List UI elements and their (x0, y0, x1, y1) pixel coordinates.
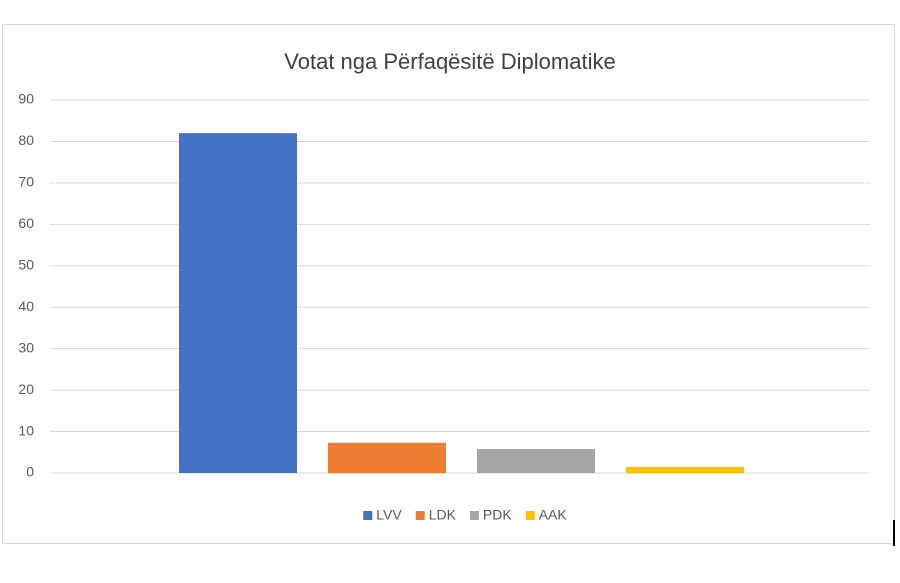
legend-swatch (469, 511, 479, 520)
y-tick-label: 20 (18, 381, 34, 397)
legend-swatch (525, 511, 535, 520)
bar (179, 133, 297, 473)
y-tick-label: 30 (18, 339, 34, 355)
legend-label: LDK (429, 507, 457, 523)
y-tick-label: 10 (18, 422, 34, 438)
y-tick-label: 60 (18, 215, 34, 231)
bar (626, 466, 744, 473)
y-tick-label: 0 (26, 464, 34, 480)
legend-swatch (415, 511, 425, 520)
y-tick-label: 50 (18, 256, 34, 272)
chart-title: Votat nga Përfaqësitë Diplomatike (284, 49, 615, 74)
y-tick-label: 90 (18, 91, 34, 107)
bar (328, 442, 446, 473)
legend-label: AAK (539, 507, 568, 523)
y-tick-label: 70 (18, 174, 34, 190)
legend-label: LVV (376, 507, 402, 523)
bar (477, 448, 595, 473)
legend-swatch (363, 511, 373, 520)
chart-frame (2, 24, 895, 544)
legend-label: PDK (483, 507, 512, 523)
y-tick-label: 80 (18, 132, 34, 148)
y-tick-label: 40 (18, 298, 34, 314)
